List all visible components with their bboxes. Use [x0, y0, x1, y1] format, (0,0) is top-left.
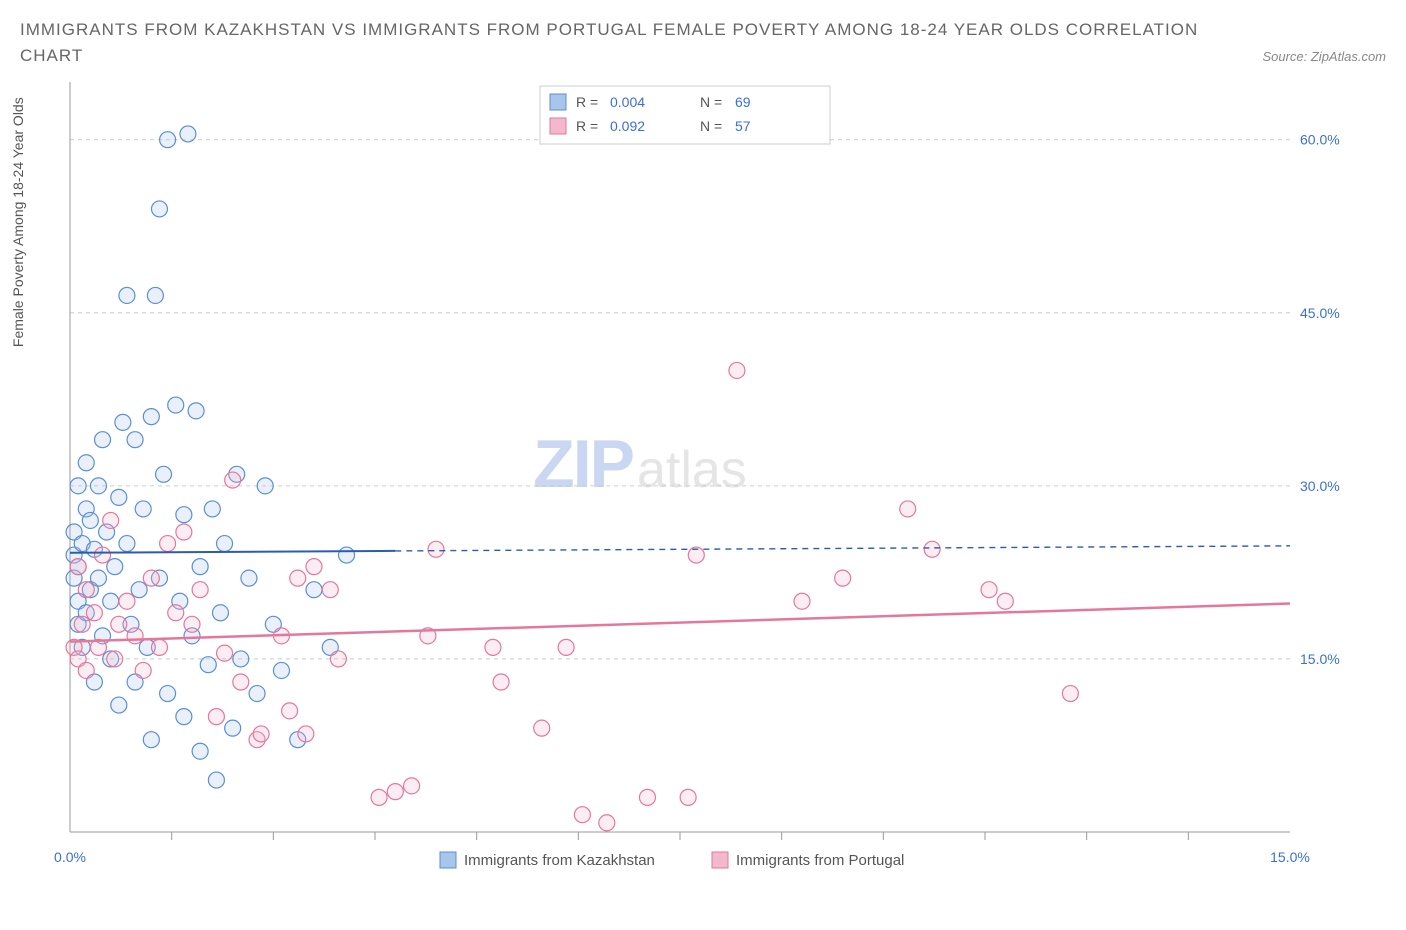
svg-text:57: 57 [735, 118, 751, 134]
svg-text:Immigrants from Portugal: Immigrants from Portugal [736, 852, 904, 869]
chart-title-line2: CHART [20, 46, 83, 66]
svg-text:45.0%: 45.0% [1300, 305, 1340, 321]
chart-container: Female Poverty Among 18-24 Year Olds ZIP… [20, 72, 1386, 872]
svg-text:69: 69 [735, 94, 751, 110]
svg-text:0.004: 0.004 [610, 94, 645, 110]
svg-text:15.0%: 15.0% [1300, 651, 1340, 667]
svg-text:0.092: 0.092 [610, 118, 645, 134]
svg-text:Immigrants from Kazakhstan: Immigrants from Kazakhstan [464, 852, 655, 869]
scatter-chart: ZIPatlas15.0%30.0%45.0%60.0%0.0%15.0%R =… [20, 72, 1350, 872]
svg-text:60.0%: 60.0% [1300, 132, 1340, 148]
svg-text:N =: N = [700, 94, 722, 110]
svg-text:R =: R = [576, 94, 598, 110]
chart-title-line1: IMMIGRANTS FROM KAZAKHSTAN VS IMMIGRANTS… [20, 20, 1386, 40]
subtitle-row: CHART Source: ZipAtlas.com [20, 46, 1386, 66]
svg-text:R =: R = [576, 118, 598, 134]
source-label: Source: ZipAtlas.com [1262, 49, 1386, 64]
svg-text:30.0%: 30.0% [1300, 478, 1340, 494]
svg-text:N =: N = [700, 118, 722, 134]
y-axis-label: Female Poverty Among 18-24 Year Olds [10, 97, 26, 347]
svg-text:0.0%: 0.0% [54, 849, 86, 865]
svg-text:15.0%: 15.0% [1270, 849, 1310, 865]
